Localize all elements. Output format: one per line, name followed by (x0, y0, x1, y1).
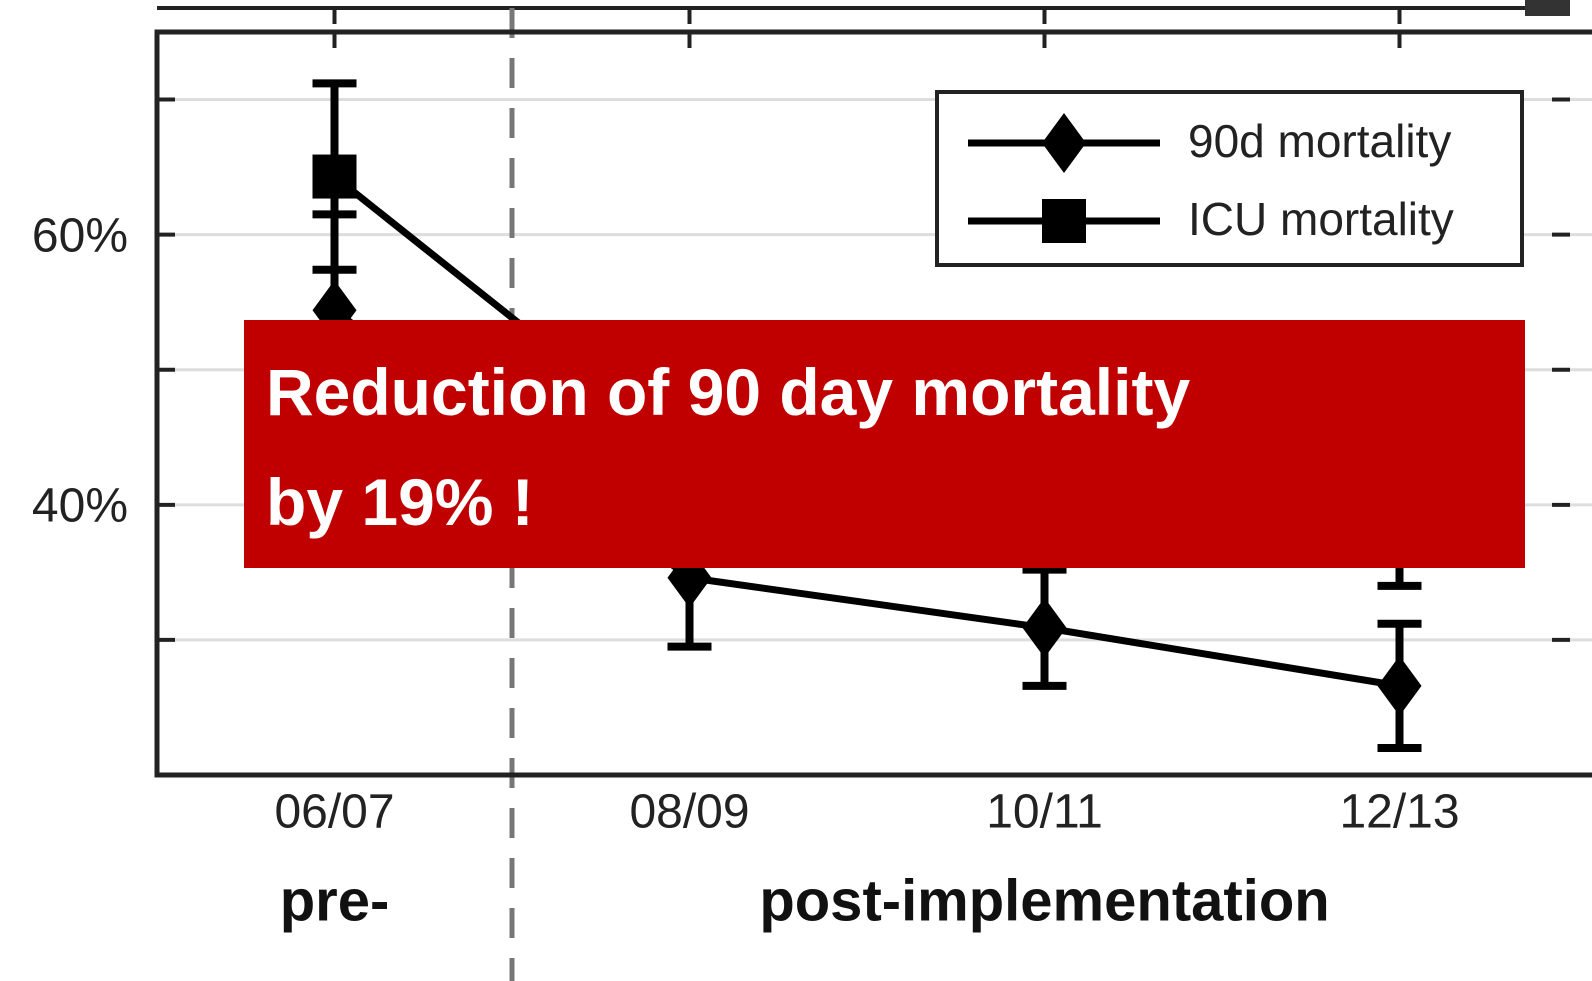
group-label: post-implementation (759, 868, 1329, 933)
x-tick-label: 12/13 (1339, 786, 1459, 839)
annotation-text: Reduction of 90 day mortality (266, 355, 1190, 429)
group-label: pre- (280, 868, 390, 933)
annotation-text: by 19% ! (266, 465, 534, 539)
upper-panel-edge (1525, 0, 1570, 16)
marker (312, 154, 357, 199)
marker (1042, 199, 1086, 243)
y-tick-label: 60% (32, 209, 128, 262)
legend-label: ICU mortality (1188, 193, 1454, 245)
marker (1377, 655, 1422, 716)
legend: 90d mortality ICU mortality (935, 90, 1524, 267)
legend-label: 90d mortality (1188, 115, 1451, 167)
x-tick-label: 08/09 (629, 786, 749, 839)
marker (1022, 597, 1067, 658)
legend-box (935, 90, 1524, 267)
annotation-box (244, 320, 1525, 568)
x-tick-label: 06/07 (274, 786, 394, 839)
x-tick-label: 10/11 (986, 786, 1103, 839)
plot-frame (154, 29, 1592, 778)
marker (1042, 113, 1086, 173)
y-tick-label: 40% (32, 479, 128, 532)
